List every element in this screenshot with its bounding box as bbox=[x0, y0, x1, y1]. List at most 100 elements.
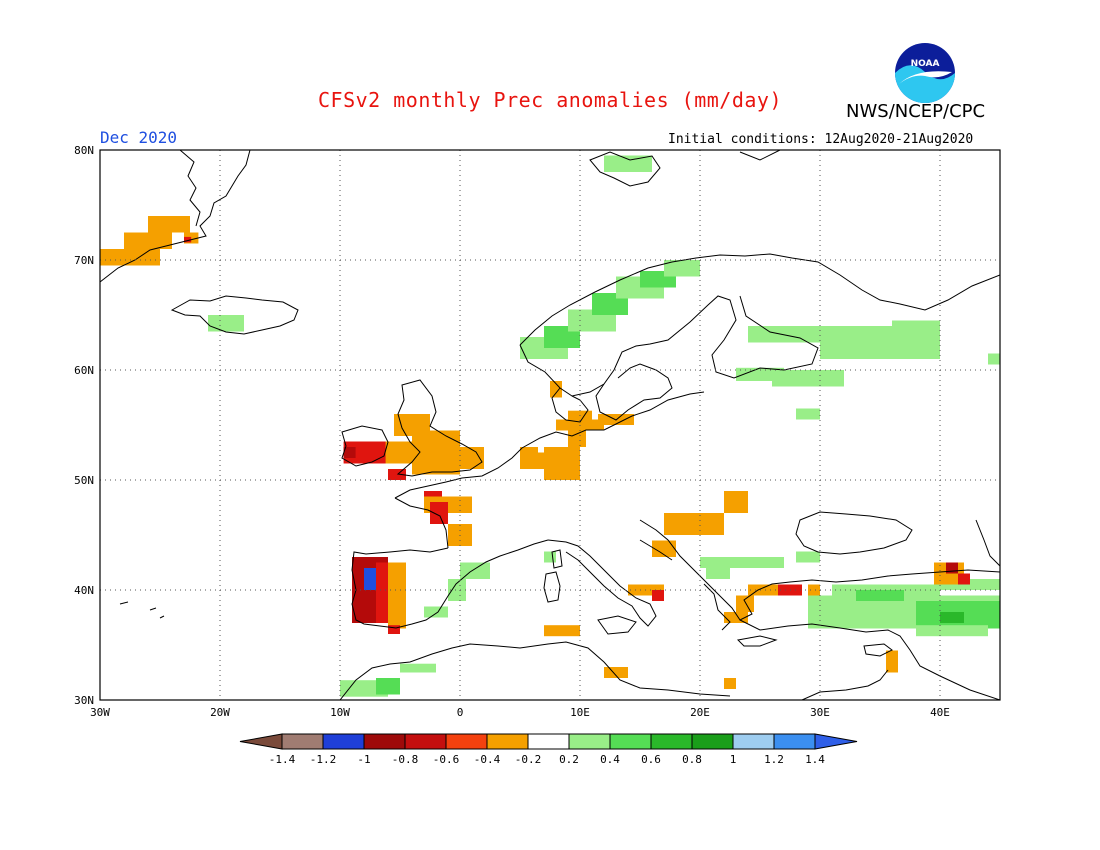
agency-label: NWS/NCEP/CPC bbox=[846, 101, 986, 122]
colorbar-swatch bbox=[732, 733, 775, 750]
anomaly-cell bbox=[388, 625, 400, 634]
anomaly-cell bbox=[208, 315, 244, 332]
anomaly-cell bbox=[724, 678, 736, 689]
anomaly-cell bbox=[748, 326, 820, 343]
lon-tick-label: 0 bbox=[457, 706, 464, 719]
colorbar-swatch bbox=[773, 733, 816, 750]
graticule bbox=[100, 150, 1000, 700]
anomaly-cell bbox=[376, 562, 388, 623]
anomaly-cell bbox=[664, 260, 700, 277]
anomaly-cell bbox=[568, 410, 592, 422]
anomaly-cell bbox=[544, 447, 580, 480]
anomaly-cell bbox=[796, 551, 820, 563]
anomaly-cell bbox=[184, 236, 192, 243]
lon-tick-label: 10E bbox=[570, 706, 590, 719]
colorbar: -1.4 -1.2 -1 -0.8 -0.6 -0.4 -0.2 0.2 0.4 0.6 0.8 1 1… bbox=[239, 733, 858, 766]
colorbar-swatch bbox=[609, 733, 652, 750]
colorbar-swatch bbox=[527, 733, 570, 750]
forecast-period-label: Dec 2020 bbox=[100, 128, 178, 147]
svg-text:NOAA: NOAA bbox=[911, 59, 940, 69]
colorbar-tick-label: -1.4 bbox=[269, 753, 296, 766]
lon-tick-label: 20W bbox=[210, 706, 230, 719]
lon-tick-label: 30W bbox=[90, 706, 110, 719]
anomaly-cell bbox=[544, 625, 580, 637]
colorbar-tick-label: -1.2 bbox=[310, 753, 337, 766]
anomaly-cell bbox=[946, 562, 958, 574]
anomaly-cell bbox=[856, 590, 904, 601]
colorbar-tick-label: 1.2 bbox=[764, 753, 784, 766]
anomaly-cell bbox=[892, 320, 940, 332]
anomaly-cell bbox=[460, 562, 490, 579]
lat-tick-label: 70N bbox=[74, 254, 94, 267]
anomaly-cell bbox=[148, 216, 190, 233]
colorbar-tick-label: -0.2 bbox=[515, 753, 542, 766]
lon-tick-label: 10W bbox=[330, 706, 350, 719]
lon-tick-label: 40E bbox=[930, 706, 950, 719]
colorbar-tick-label: -0.4 bbox=[474, 753, 501, 766]
anomaly-cell bbox=[886, 650, 898, 673]
colorbar-swatch bbox=[445, 733, 488, 750]
anomaly-cell bbox=[388, 469, 406, 480]
anomaly-cell bbox=[736, 595, 754, 612]
anomaly-cell bbox=[430, 502, 448, 524]
initial-conditions-label: Initial conditions: 12Aug2020-21Aug2020 bbox=[668, 132, 974, 147]
anomaly-cell bbox=[550, 381, 562, 398]
colorbar-swatch bbox=[281, 733, 324, 750]
colorbar-swatch bbox=[322, 733, 365, 750]
noaa-logo: NOAA bbox=[895, 43, 955, 103]
lat-tick-label: 30N bbox=[74, 694, 94, 707]
anomaly-cell bbox=[343, 447, 356, 458]
coastlines bbox=[100, 150, 1000, 700]
anomaly-cell bbox=[784, 584, 796, 590]
colorbar-arrow-right bbox=[814, 733, 858, 750]
anomaly-cell bbox=[940, 612, 964, 623]
colorbar-tick-label: 0.6 bbox=[641, 753, 661, 766]
anomaly-cell bbox=[568, 430, 586, 447]
colorbar-tick-label: -1 bbox=[357, 753, 370, 766]
colorbar-swatch bbox=[568, 733, 611, 750]
lat-tick-label: 40N bbox=[74, 584, 94, 597]
anomaly-cell bbox=[544, 551, 556, 563]
anomaly-cell bbox=[520, 447, 538, 458]
anomaly-cell bbox=[604, 667, 628, 678]
colorbar-swatch bbox=[404, 733, 447, 750]
anomaly-cell bbox=[808, 584, 820, 596]
colorbar-tick-label: 1 bbox=[730, 753, 737, 766]
lon-tick-label: 30E bbox=[810, 706, 830, 719]
anomaly-cell bbox=[400, 663, 436, 673]
anomaly-cell bbox=[652, 540, 676, 557]
anomaly-cell bbox=[724, 612, 748, 623]
anomaly-cell bbox=[916, 625, 988, 637]
colorbar-arrow-left bbox=[239, 733, 283, 750]
anomaly-cell bbox=[376, 678, 400, 695]
anomaly-cell bbox=[448, 447, 484, 469]
map-frame bbox=[99, 149, 1001, 701]
lat-tick-label: 50N bbox=[74, 474, 94, 487]
anomaly-cell bbox=[424, 491, 442, 497]
anomaly-cell bbox=[448, 579, 466, 601]
anomaly-cell bbox=[796, 408, 820, 420]
colorbar-swatch bbox=[650, 733, 693, 750]
colorbar-tick-label: 0.8 bbox=[682, 753, 702, 766]
anomaly-cell bbox=[988, 353, 1000, 365]
lon-tick-label: 20E bbox=[690, 706, 710, 719]
anomaly-cell bbox=[100, 249, 160, 266]
anomaly-cell bbox=[772, 370, 844, 387]
anomaly-cell bbox=[724, 491, 748, 513]
colorbar-tick-label: -0.8 bbox=[392, 753, 419, 766]
anomaly-cell bbox=[604, 155, 652, 172]
colorbar-swatch bbox=[363, 733, 406, 750]
lat-tick-label: 80N bbox=[74, 144, 94, 157]
colorbar-tick-label: 1.4 bbox=[805, 753, 825, 766]
anomaly-cell bbox=[388, 562, 406, 629]
map-title: CFSv2 monthly Prec anomalies (mm/day) bbox=[317, 88, 783, 112]
anomaly-cell bbox=[652, 590, 664, 601]
colorbar-tick-label: 0.4 bbox=[600, 753, 620, 766]
anomaly-cell bbox=[748, 584, 790, 596]
anomaly-cell bbox=[664, 513, 724, 535]
anomaly-cell bbox=[706, 568, 730, 579]
colorbar-swatch bbox=[486, 733, 529, 750]
axis-labels: 30W 20W 10W 0 10E 20E 30E 40E 80N 70N 60N 50N 40N 30N bbox=[74, 144, 950, 719]
colorbar-tick-label: 0.2 bbox=[559, 753, 579, 766]
